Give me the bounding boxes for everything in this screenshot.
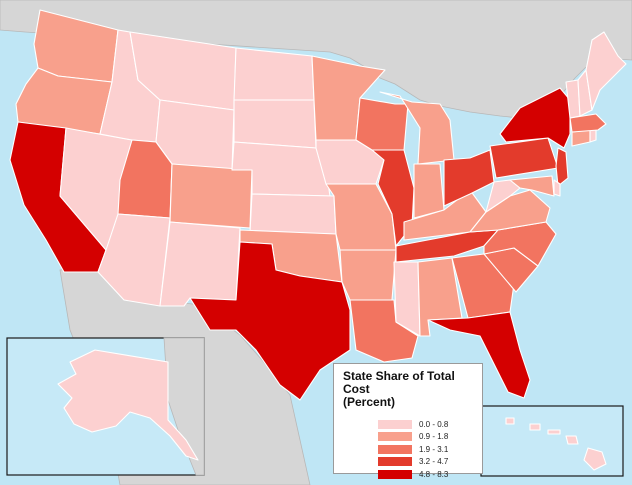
state-hawaii-kauai[interactable] <box>505 417 515 425</box>
state-maine[interactable] <box>585 31 627 111</box>
state-hawaii-molokai[interactable] <box>547 429 561 435</box>
state-south-dakota[interactable] <box>233 99 317 149</box>
state-massachusetts[interactable] <box>569 113 607 133</box>
legend-item: 1.9 - 3.1 <box>378 443 482 456</box>
hawaii-islands <box>505 417 607 471</box>
state-florida[interactable] <box>427 311 531 399</box>
legend-label: 4.8 - 8.3 <box>419 469 449 479</box>
state-hawaii-oahu[interactable] <box>529 423 541 431</box>
state-hawaii-big-island[interactable] <box>583 447 607 471</box>
state-colorado[interactable] <box>169 163 253 229</box>
legend-label: 0.0 - 0.8 <box>419 419 449 429</box>
state-alaska[interactable] <box>57 349 199 461</box>
map-legend: State Share of Total Cost (Percent) 0.0 … <box>333 363 483 479</box>
legend-label: 3.2 - 4.7 <box>419 457 449 467</box>
state-louisiana[interactable] <box>349 299 419 363</box>
legend-label: 0.9 - 1.8 <box>419 432 449 442</box>
legend-item: 4.8 - 8.3 <box>378 468 482 481</box>
legend-item: 0.0 - 0.8 <box>378 418 482 431</box>
legend-item: 0.9 - 1.8 <box>378 431 482 444</box>
legend-title-line1: State Share of Total Cost <box>343 369 455 396</box>
legend-item: 3.2 - 4.7 <box>378 456 482 469</box>
state-rhode-island[interactable] <box>589 129 597 143</box>
state-maryland[interactable] <box>509 175 555 197</box>
state-wisconsin[interactable] <box>355 97 409 151</box>
state-new-mexico[interactable] <box>159 221 241 307</box>
legend-title: State Share of Total Cost (Percent) <box>343 370 482 409</box>
state-kansas[interactable] <box>249 193 337 235</box>
legend-label: 1.9 - 3.1 <box>419 444 449 454</box>
state-delaware[interactable] <box>553 179 561 197</box>
state-arkansas[interactable] <box>339 249 397 301</box>
legend-swatch <box>378 432 412 442</box>
legend-swatch <box>378 419 412 429</box>
legend-items: 0.0 - 0.8 0.9 - 1.8 1.9 - 3.1 3.2 - 4.7 … <box>378 418 482 481</box>
legend-swatch <box>378 457 412 467</box>
state-indiana[interactable] <box>413 163 445 219</box>
legend-title-line2: (Percent) <box>343 395 396 409</box>
state-new-jersey[interactable] <box>555 147 569 187</box>
state-north-dakota[interactable] <box>233 47 315 101</box>
legend-swatch <box>378 469 412 479</box>
legend-swatch <box>378 444 412 454</box>
state-hawaii-maui[interactable] <box>565 435 579 445</box>
state-texas[interactable] <box>189 241 351 401</box>
